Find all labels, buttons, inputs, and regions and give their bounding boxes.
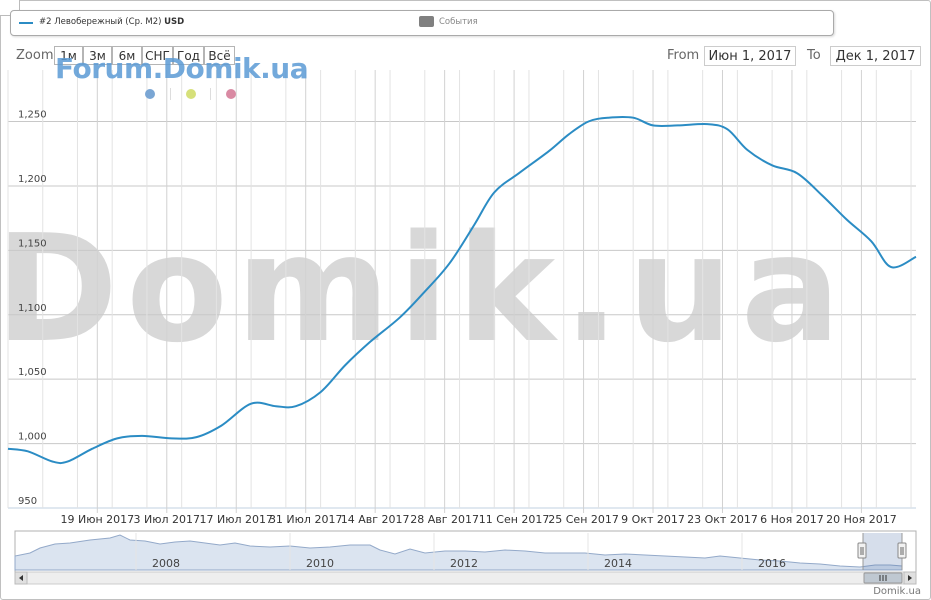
data-point[interactable]	[90, 446, 95, 451]
domik-watermark: Domik.ua	[0, 203, 849, 375]
y-tick-label: 1,000	[18, 432, 47, 443]
dot-yellow-icon	[186, 89, 196, 99]
y-tick-label: 1,250	[18, 110, 47, 121]
data-point[interactable]	[745, 147, 750, 152]
data-point[interactable]	[517, 171, 522, 176]
data-point[interactable]	[794, 171, 799, 176]
zoom-all-button[interactable]: Всё	[204, 46, 235, 65]
data-point[interactable]	[770, 163, 775, 168]
data-point[interactable]	[546, 149, 551, 154]
x-tick-label: 25 Сен 2017	[548, 513, 619, 526]
data-point[interactable]	[422, 289, 427, 294]
data-point[interactable]	[293, 404, 298, 409]
data-point[interactable]	[492, 190, 497, 195]
data-point[interactable]	[651, 123, 656, 128]
data-point[interactable]	[169, 436, 174, 441]
data-point[interactable]	[472, 222, 477, 227]
data-point[interactable]	[318, 390, 323, 395]
x-tick-label: 19 Июн 2017	[60, 513, 134, 526]
data-point[interactable]	[606, 115, 611, 120]
data-point[interactable]	[397, 315, 402, 320]
zoom-6m-button[interactable]: 6м	[112, 46, 142, 65]
zoom-1m-button[interactable]: 1м	[54, 46, 83, 65]
data-point[interactable]	[139, 433, 144, 438]
x-tick-label: 9 Окт 2017	[621, 513, 685, 526]
zoom-3m-button[interactable]: 3м	[83, 46, 112, 65]
data-point[interactable]	[6, 446, 11, 451]
x-tick-label: 23 Окт 2017	[687, 513, 758, 526]
dot-pink-icon	[226, 89, 236, 99]
data-point[interactable]	[447, 261, 452, 266]
x-tick-label: 28 Авг 2017	[410, 513, 479, 526]
zoom-label: Zoom	[16, 48, 54, 63]
zoom-1y-button[interactable]: Год	[173, 46, 204, 65]
data-point[interactable]	[65, 459, 70, 464]
data-point[interactable]	[819, 192, 824, 197]
data-point[interactable]	[368, 339, 373, 344]
data-point[interactable]	[725, 127, 730, 132]
data-point[interactable]	[914, 254, 919, 259]
x-tick-label: 31 Июл 2017	[269, 513, 343, 526]
grid	[7, 70, 916, 513]
to-date-input[interactable]: Дек 1, 2017	[830, 46, 921, 66]
data-point[interactable]	[273, 404, 278, 409]
legend-currency: USD	[164, 17, 185, 27]
from-date-input[interactable]: Июн 1, 2017	[704, 46, 796, 66]
legend-series-item[interactable]: #2 Левобережный (Ср. М2) USD	[39, 17, 184, 27]
x-tick-label: 20 Ноя 2017	[826, 513, 897, 526]
data-point[interactable]	[566, 132, 571, 137]
dot-separator	[210, 88, 211, 100]
data-point[interactable]	[50, 459, 55, 464]
data-point[interactable]	[889, 265, 894, 270]
x-tick-label: 17 Июл 2017	[199, 513, 273, 526]
series-line[interactable]	[7, 115, 917, 465]
data-point[interactable]	[675, 123, 680, 128]
zoom-ytd-button[interactable]: СНГ	[142, 46, 173, 65]
legend-series-label: #2 Левобережный (Ср. М2)	[39, 17, 162, 27]
y-tick-label: 1,100	[18, 303, 47, 314]
y-tick-label: 950	[18, 496, 37, 507]
dot-blue-icon	[145, 89, 155, 99]
x-tick-label: 14 Авг 2017	[341, 513, 410, 526]
credit-label: Domik.ua	[873, 586, 921, 597]
to-label: To	[807, 48, 821, 63]
y-axis: 950 1,000 1,050 1,100 1,150 1,200 1,250	[18, 110, 47, 507]
legend: #2 Левобережный (Ср. М2) USD События	[10, 10, 834, 36]
data-point[interactable]	[343, 363, 348, 368]
y-tick-label: 1,200	[18, 174, 47, 185]
data-point[interactable]	[219, 423, 224, 428]
from-label: From	[667, 48, 700, 63]
data-point[interactable]	[869, 239, 874, 244]
data-point[interactable]	[249, 401, 254, 406]
data-point[interactable]	[844, 217, 849, 222]
x-tick-label: 11 Сен 2017	[479, 513, 550, 526]
legend-events-label[interactable]: События	[439, 17, 478, 27]
x-tick-label: 3 Июл 2017	[134, 513, 201, 526]
forum-watermark: Forum.Domik.ua	[55, 52, 309, 85]
dot-separator	[170, 88, 171, 100]
events-swatch[interactable]	[419, 16, 434, 27]
data-point[interactable]	[631, 115, 636, 120]
y-tick-label: 1,050	[18, 367, 47, 378]
data-point[interactable]	[705, 122, 710, 127]
data-point[interactable]	[115, 436, 120, 441]
series-line-swatch	[19, 22, 33, 24]
data-point[interactable]	[25, 449, 30, 454]
y-tick-label: 1,150	[18, 238, 47, 249]
x-tick-label: 6 Ноя 2017	[760, 513, 824, 526]
data-point[interactable]	[194, 435, 199, 440]
data-point[interactable]	[586, 119, 591, 124]
